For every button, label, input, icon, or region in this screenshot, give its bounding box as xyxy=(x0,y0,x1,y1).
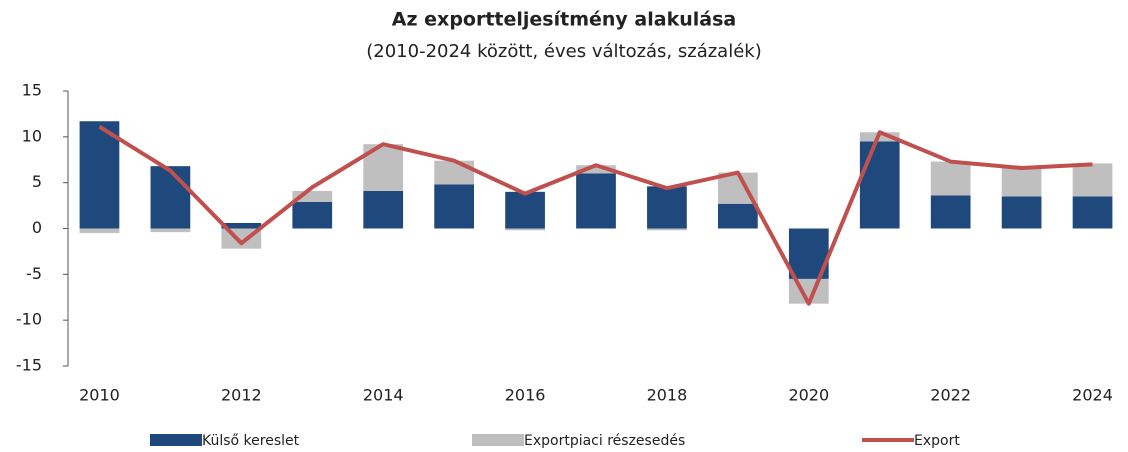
y-tick-label: -5 xyxy=(26,264,42,283)
y-tick-label: 15 xyxy=(22,81,42,100)
legend-swatch xyxy=(472,434,524,446)
legend-label: Külső kereslet xyxy=(202,433,300,449)
legend-label: Exportpiaci részesedés xyxy=(524,433,685,449)
bar xyxy=(1072,163,1113,197)
bar xyxy=(1001,168,1042,197)
bar xyxy=(647,186,687,229)
x-tick-label: 2024 xyxy=(1072,386,1113,405)
x-tick-label: 2018 xyxy=(647,386,688,405)
bar xyxy=(1001,196,1042,229)
bar xyxy=(150,166,191,229)
legend-label: Export xyxy=(914,433,960,449)
bar xyxy=(859,141,900,229)
x-tick-label: 2020 xyxy=(788,386,829,405)
bar xyxy=(576,173,616,229)
bar xyxy=(930,195,971,229)
bar xyxy=(434,160,474,185)
bar xyxy=(647,228,687,231)
bar xyxy=(505,191,545,229)
y-tick-label: -10 xyxy=(16,310,42,329)
y-tick-label: -15 xyxy=(16,356,42,375)
bar xyxy=(292,201,333,229)
x-tick-label: 2012 xyxy=(221,386,262,405)
x-tick-label: 2014 xyxy=(363,386,404,405)
bar xyxy=(434,184,474,229)
x-tick-label: 2010 xyxy=(79,386,120,405)
bar xyxy=(718,203,758,229)
bar xyxy=(79,228,120,234)
bar xyxy=(79,121,120,229)
bar xyxy=(576,165,616,174)
bar xyxy=(221,223,262,229)
line xyxy=(98,125,1093,306)
x-tick-label: 2022 xyxy=(930,386,971,405)
y-tick-label: 0 xyxy=(32,218,42,237)
bar xyxy=(292,190,333,202)
chart-title: Az exportteljesítmény alakulása xyxy=(392,9,736,31)
legend-swatch xyxy=(150,434,202,446)
bar xyxy=(505,228,545,231)
bar xyxy=(150,228,191,233)
y-tick-label: 5 xyxy=(32,172,42,191)
bar xyxy=(363,190,404,229)
y-tick-label: 10 xyxy=(22,126,42,145)
bar xyxy=(1072,196,1113,229)
x-tick-label: 2016 xyxy=(505,386,546,405)
chart-subtitle: (2010-2024 között, éves változás, százal… xyxy=(366,41,761,62)
bar xyxy=(930,161,971,196)
